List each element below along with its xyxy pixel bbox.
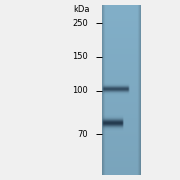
Text: 70: 70 bbox=[78, 130, 88, 139]
Text: kDa: kDa bbox=[73, 5, 90, 14]
Text: 100: 100 bbox=[72, 86, 88, 95]
Text: 250: 250 bbox=[72, 19, 88, 28]
Text: 150: 150 bbox=[72, 52, 88, 61]
